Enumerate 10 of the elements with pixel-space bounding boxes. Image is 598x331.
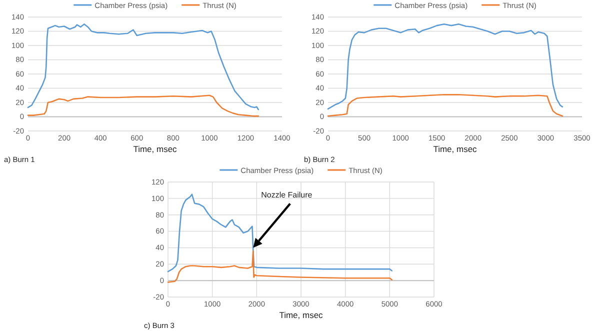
x-axis-title: Time, msec xyxy=(433,144,478,154)
line-series xyxy=(327,23,564,110)
line-series xyxy=(327,94,564,117)
line-series xyxy=(167,250,393,283)
x-axis-title: Time, msec xyxy=(133,144,178,154)
line-series xyxy=(167,194,393,272)
x-axis-title: Time, msec xyxy=(279,310,324,320)
line-series xyxy=(27,23,260,110)
annotation: Nozzle Failure xyxy=(261,190,313,200)
line-series xyxy=(27,94,260,117)
